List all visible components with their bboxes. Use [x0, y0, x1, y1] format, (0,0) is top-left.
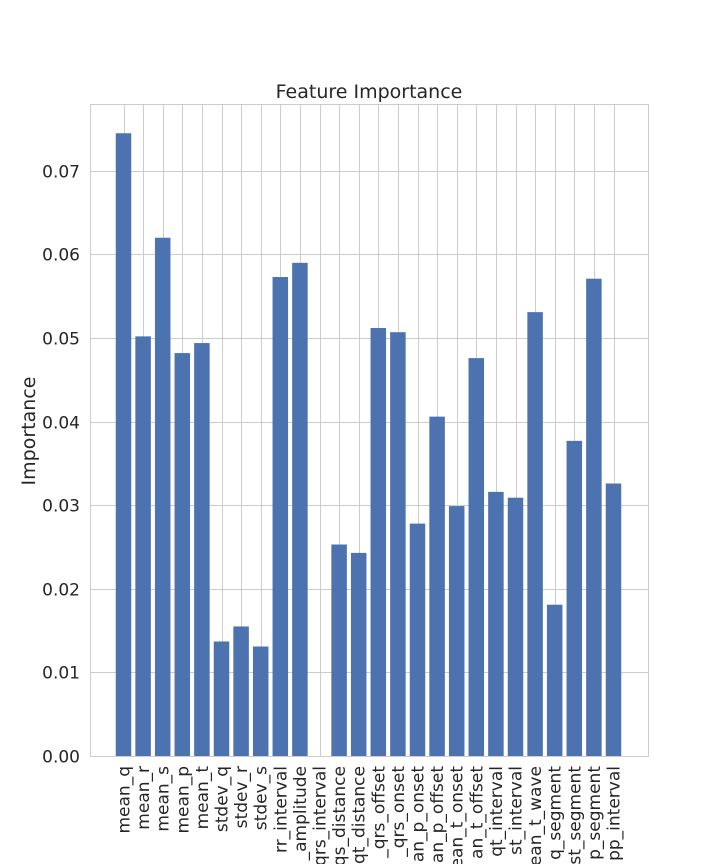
bar-pp_interval [605, 483, 622, 756]
y-tick-label: 0.02 [42, 581, 80, 601]
x-tick-label: mean_r [134, 766, 154, 830]
bar-mean_t [194, 343, 210, 756]
x-tick-label: mean_q [115, 766, 135, 834]
bar-mean_p [174, 353, 191, 756]
x-tick-label: an_t_offset [467, 766, 487, 859]
bar-stdev_q [213, 641, 230, 756]
y-tick-label: 0.03 [42, 497, 80, 517]
bar-an_t_offset [468, 358, 485, 756]
x-tick-label: qt_interval [487, 766, 507, 857]
x-tick-label: mean_p [173, 766, 193, 834]
x-tick-label: ean_t_onset [448, 766, 468, 864]
bar-mean_q [115, 133, 132, 756]
plot-frame [90, 104, 649, 757]
bar-_qrs_onset [390, 332, 406, 756]
bar-qt_interval [488, 491, 504, 756]
x-tick-label: st_interval [507, 766, 527, 855]
bar-rr_interval [272, 277, 289, 756]
x-tick-label: mean_t [193, 766, 213, 830]
bar-mean_r [135, 336, 151, 756]
bar-mean_s [154, 237, 171, 757]
bar-ean_t_onset [448, 506, 465, 756]
x-tick-label: ean_t_wave [526, 766, 546, 864]
y-tick-labels: 0.00 0.01 0.02 0.03 0.04 0.05 0.06 0.07 [42, 163, 80, 768]
x-tick-label: qt_distance [350, 766, 370, 864]
bar-_qrs_offset [370, 328, 387, 756]
x-tick-label: _amplitude [291, 766, 311, 861]
bar-stdev_s [252, 646, 269, 756]
chart-title: Feature Importance [276, 81, 463, 103]
x-tick-label: qrs_interval [311, 766, 331, 864]
bar-an_p_offset [429, 416, 445, 756]
x-tick-label: rr_interval [271, 766, 291, 853]
bar-st_segment [566, 440, 583, 756]
y-tick-label: 0.01 [42, 664, 80, 684]
x-tick-label: mean_s [154, 766, 174, 832]
y-tick-label: 0.06 [42, 246, 80, 266]
x-tick-label: _qrs_onset [389, 766, 409, 858]
bar-stdev_r [233, 626, 249, 756]
bar-qs_distance [331, 544, 347, 756]
x-tick-label: stdev_s [252, 766, 272, 830]
x-tick-labels: mean_q mean_r mean_s mean_p mean_t stdev_q std… [115, 766, 625, 864]
x-tick-label: an_p_onset [409, 766, 429, 862]
y-tick-label: 0.05 [42, 330, 80, 350]
bar-ean_t_wave [527, 312, 543, 756]
x-tick-label: stdev_r [232, 766, 252, 828]
bar-_amplitude [292, 262, 308, 756]
x-tick-label: st_segment [565, 766, 585, 864]
y-axis-label: Importance [18, 377, 40, 486]
x-tick-label: _qrs_offset [369, 766, 389, 859]
x-tick-label: stdev_q [213, 766, 233, 832]
bar-p_segment [586, 278, 602, 756]
y-tick-label: 0.07 [42, 163, 80, 183]
y-gridlines [90, 171, 648, 757]
bar-q_segment [546, 604, 563, 756]
y-tick-label: 0.00 [42, 748, 80, 768]
bars [115, 133, 622, 757]
bar-st_interval [507, 497, 524, 756]
y-tick-label: 0.04 [42, 414, 80, 434]
bar-an_p_onset [409, 523, 426, 756]
x-tick-label: p_segment [585, 766, 605, 860]
x-tick-label: q_segment [546, 766, 566, 860]
x-tick-label: pp_interval [605, 766, 625, 861]
x-tick-label: an_p_offset [428, 766, 448, 863]
bar-qt_distance [350, 552, 367, 756]
x-tick-label: qs_distance [330, 766, 350, 864]
